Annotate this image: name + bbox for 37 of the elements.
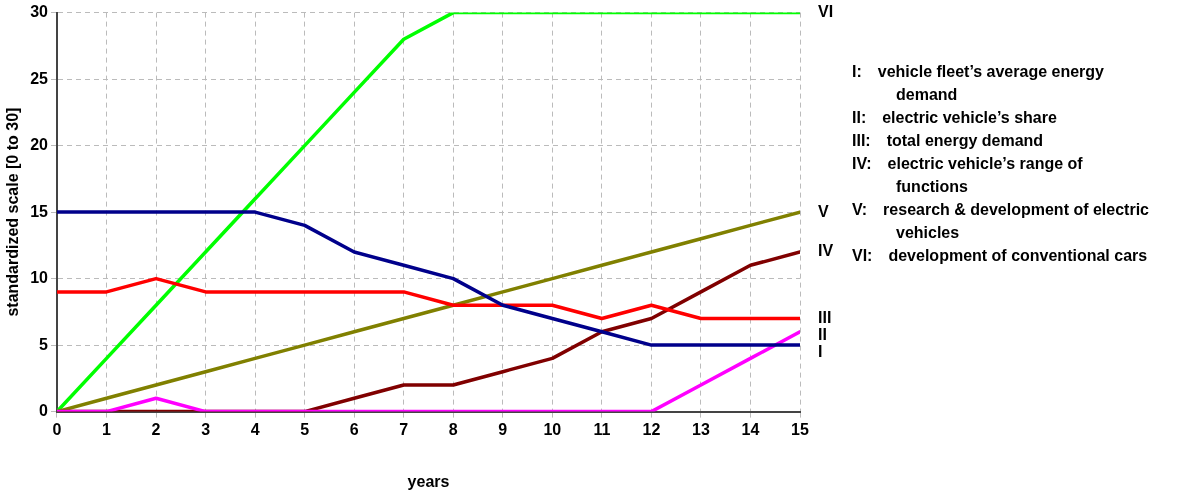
y-tick-label: 5	[39, 335, 49, 353]
text: II: electric vehicle’s share	[852, 108, 1058, 128]
y-tick-label: 0	[39, 402, 49, 420]
series-label: IV	[818, 242, 834, 260]
x-tick-label: 11	[593, 420, 611, 438]
x-tick-label: 1	[102, 420, 112, 438]
x-tick-label: 15	[791, 420, 809, 438]
x-tick-label: 0	[52, 420, 62, 438]
y-axis-title: standardized scale [0 to 30]	[4, 107, 22, 317]
y-tick-label: 25	[30, 69, 49, 87]
text: VI: development of conventional cars	[852, 246, 1149, 266]
x-tick-label: 5	[300, 420, 310, 438]
x-tick-label: 12	[642, 420, 661, 438]
y-tick-label: 10	[30, 269, 49, 287]
x-tick-label: 14	[741, 420, 760, 438]
series-label: II	[818, 325, 827, 343]
x-axis-title: years	[407, 472, 450, 490]
text: V: research & development of electric vehicles	[852, 200, 1150, 243]
y-tick-label: 30	[30, 3, 49, 21]
x-tick-label: 9	[498, 420, 508, 438]
x-tick-label: 2	[151, 420, 161, 438]
series-label: III	[818, 308, 832, 326]
series-label: VI	[818, 3, 834, 21]
x-tick-label: 13	[692, 420, 710, 438]
text: IV: electric vehicle’s range of functions	[852, 154, 1084, 197]
y-tick-label: 15	[30, 202, 49, 220]
x-tick-label: 4	[250, 420, 260, 438]
series-label: I	[818, 342, 823, 360]
text: I: vehicle fleet’s average energy demand	[852, 62, 1105, 105]
text: III: total energy demand	[852, 131, 1045, 151]
x-tick-label: 3	[201, 420, 211, 438]
series-label: V	[818, 202, 829, 220]
x-tick-label: 10	[543, 420, 562, 438]
x-tick-label: 8	[448, 420, 458, 438]
y-tick-label: 20	[30, 136, 49, 154]
x-tick-label: 6	[349, 420, 359, 438]
x-tick-label: 7	[399, 420, 409, 438]
